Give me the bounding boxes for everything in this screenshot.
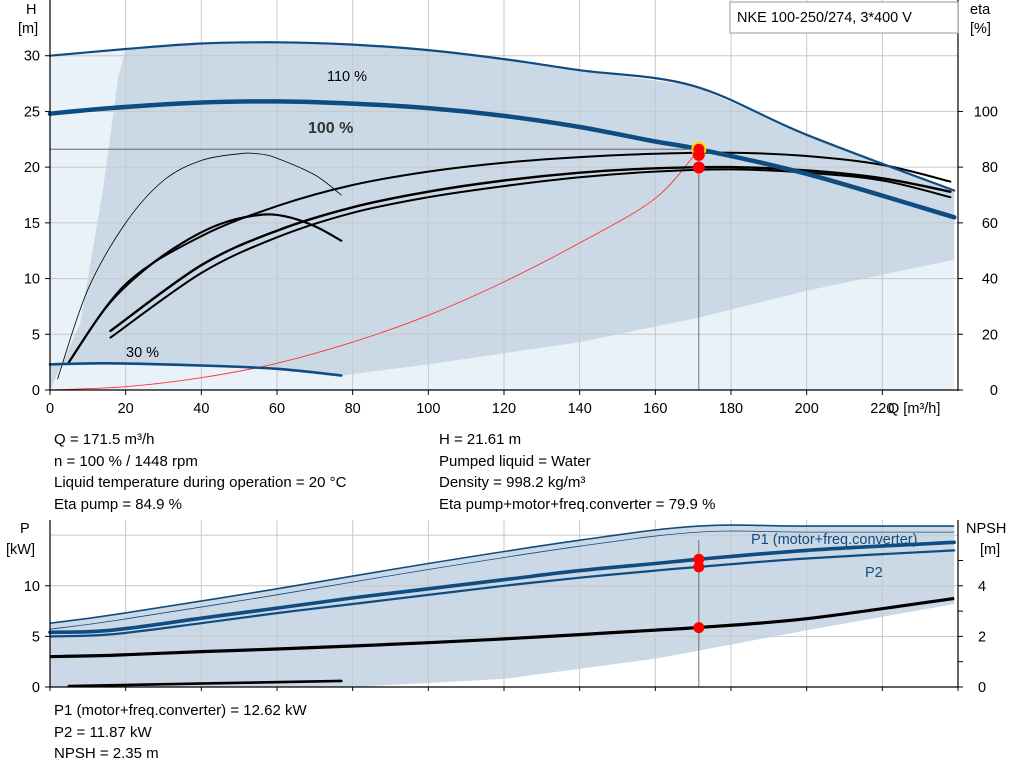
x-tick-label: 140 [568,401,592,417]
bottom-y2-tick-label: 2 [978,629,986,645]
head-band [50,42,955,391]
y2-tick-label: 100 [974,104,998,120]
x-tick-label: 80 [345,401,361,417]
info-p2: P2 = 11.87 kW [54,723,152,741]
label-110-percent: 110 % [327,69,367,85]
top-y-axis-title-line1: H [26,2,36,18]
y-tick-label: 20 [24,160,40,176]
info-top-left: Q = 171.5 m³/h n = 100 % / 1448 rpm Liqu… [54,429,346,515]
info-eta-pump: Eta pump = 84.9 % [54,495,182,513]
y2-tick-label: 80 [982,160,998,176]
power-band [50,526,955,687]
x-tick-label: 100 [416,401,440,417]
top-y2-axis-title-line2: [%] [970,21,991,37]
bottom-y2-axis-title-line1: NPSH [966,521,1006,537]
x-tick-label: 220 [870,401,894,417]
eta-curve-pump [109,165,952,333]
info-pumped-liquid: Pumped liquid = Water [439,452,591,470]
label-100-percent: 100 % [308,120,353,137]
bottom-y2-tick-label: 4 [978,579,986,595]
info-top-right: H = 21.61 m Pumped liquid = Water Densit… [439,429,715,515]
info-bottom: P1 (motor+freq.converter) = 12.62 kW P2 … [54,700,307,765]
bottom-y2-tick-label: 0 [978,680,986,696]
bottom-y-tick-label: 0 [32,680,40,696]
bottom-y-axis-title-line2: [kW] [6,542,35,558]
p-curve-30 [67,679,343,688]
bottom-axes-layer: 0 5 10 0 2 4 [24,520,986,696]
y2-tick-label: 0 [990,383,998,399]
info-density: Density = 998.2 kg/m³ [439,474,586,491]
top-y-axis-title-line2: [m] [18,21,38,37]
operating-point [692,148,705,161]
operating-point [693,622,705,634]
bottom-y-tick-label: 10 [24,579,40,595]
top-curves-layer [47,41,957,391]
bottom-curves-layer [48,524,956,688]
bottom-y-tick-label: 5 [32,629,40,645]
y-tick-label: 5 [32,327,40,343]
top-y2-axis-title-line1: eta [970,2,991,18]
y-tick-label: 25 [24,104,40,120]
head-curve-30 [48,361,343,377]
p1-curve [48,540,956,635]
head-curve-110 [48,41,956,192]
y-tick-label: 10 [24,272,40,288]
legend-p2: P2 [865,565,883,581]
operating-point [692,161,705,174]
p1-curve-ref [49,530,955,630]
x-tick-label: 0 [46,401,54,417]
x-tick-label: 160 [643,401,667,417]
top-band-layer [50,42,955,391]
x-tick-label: 20 [118,401,134,417]
bottom-y-axis-title-line1: P [20,521,30,537]
x-tick-label: 180 [719,401,743,417]
info-flow: Q = 171.5 m³/h [54,431,155,448]
legend-p1: P1 (motor+freq.converter) [751,532,917,548]
eta-curve-small-thin [57,152,342,380]
operating-point [693,553,705,565]
operating-point [693,561,705,573]
head-curve-100 [47,99,957,220]
title-text: NKE 100-250/274, 3*400 V [737,10,912,26]
bottom-y2-axis-title-line2: [m] [980,542,1000,558]
x-tick-label: 200 [795,401,819,417]
title-box [729,1,959,34]
y2-tick-label: 20 [982,327,998,343]
x-axis-title: Q [m³/h] [888,401,940,417]
info-head: H = 21.61 m [439,431,522,448]
top-axes-layer: 0 20 40 60 80 100 120 140 160 180 200 2200510152025… [24,0,998,417]
x-tick-label: 120 [492,401,516,417]
x-tick-label: 60 [269,401,285,417]
info-npsh: NPSH = 2.35 m [54,745,159,762]
eta-curve-upper [67,151,952,364]
y-tick-label: 0 [32,383,40,399]
system-curve [49,148,700,391]
y-tick-label: 15 [24,216,40,232]
info-liquid-temp: Liquid temperature during operation = 20… [54,474,347,491]
p2-curve [48,549,956,638]
y2-tick-label: 60 [982,216,998,232]
x-tick-label: 40 [193,401,209,417]
npsh-curve [49,596,955,659]
info-eta-total: Eta pump+motor+freq.converter = 79.9 % [439,495,716,513]
label-30-percent: 30 % [126,345,159,361]
bottom-band-layer [50,526,955,687]
y-tick-label: 30 [24,49,40,65]
y2-tick-label: 40 [982,272,998,288]
info-p1: P1 (motor+freq.converter) = 12.62 kW [54,702,307,719]
p1-curve-110 [49,524,955,624]
info-speed: n = 100 % / 1448 rpm [54,452,198,470]
